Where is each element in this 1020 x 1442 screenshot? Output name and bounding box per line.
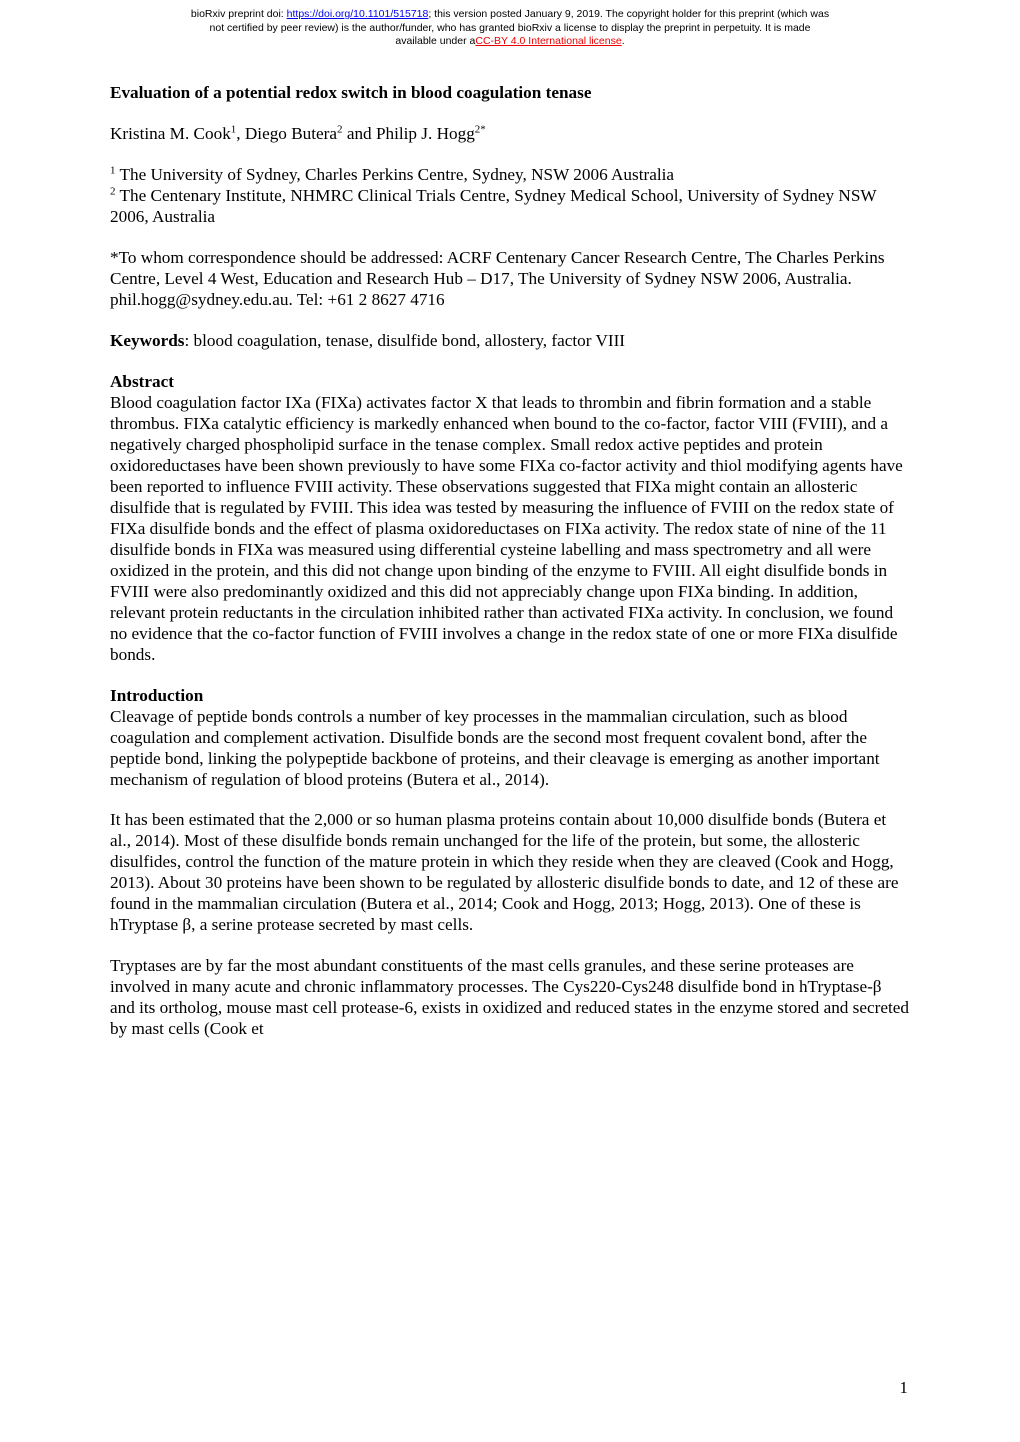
banner-line1-pre: bioRxiv preprint doi: [191,8,287,20]
page-content: Evaluation of a potential redox switch i… [0,53,1020,1040]
author-1-name: Kristina M. Cook [110,124,231,143]
author-3-name: Philip J. Hogg [376,124,475,143]
keywords-text: : blood coagulation, tenase, disulfide b… [184,331,625,350]
keywords: Keywords: blood coagulation, tenase, dis… [110,331,910,352]
introduction-p3: Tryptases are by far the most abundant c… [110,956,910,1040]
paper-title: Evaluation of a potential redox switch i… [110,83,910,104]
introduction-section: Introduction Cleavage of peptide bonds c… [110,686,910,1041]
banner-line3-pre: available under a [395,35,475,47]
abstract-p1: Blood coagulation factor IXa (FIXa) acti… [110,393,910,666]
author-sep-1: , [236,124,245,143]
author-sep-2: and [343,124,376,143]
abstract-section: Abstract Blood coagulation factor IXa (F… [110,372,910,666]
aff-1-text: The University of Sydney, Charles Perkin… [116,165,675,184]
aff-2-text: The Centenary Institute, NHMRC Clinical … [110,186,876,226]
author-3-sup: 2* [475,123,486,135]
abstract-heading: Abstract [110,372,910,393]
banner-line3-post: . [622,35,625,47]
keywords-label: Keywords [110,331,184,350]
page-number: 1 [899,1378,908,1398]
preprint-banner: bioRxiv preprint doi: https://doi.org/10… [0,0,1020,53]
affiliations: 1 The University of Sydney, Charles Perk… [110,165,910,228]
banner-line1-post: ; this version posted January 9, 2019. T… [428,8,829,20]
authors: Kristina M. Cook1, Diego Butera2 and Phi… [110,124,910,145]
introduction-heading: Introduction [110,686,910,707]
banner-line2: not certified by peer review) is the aut… [210,22,811,34]
correspondence: *To whom correspondence should be addres… [110,248,910,311]
introduction-p2: It has been estimated that the 2,000 or … [110,810,910,936]
introduction-p1: Cleavage of peptide bonds controls a num… [110,707,910,791]
doi-link[interactable]: https://doi.org/10.1101/515718 [287,8,429,20]
license-link[interactable]: CC-BY 4.0 International license [475,35,621,47]
author-2-name: Diego Butera [245,124,337,143]
